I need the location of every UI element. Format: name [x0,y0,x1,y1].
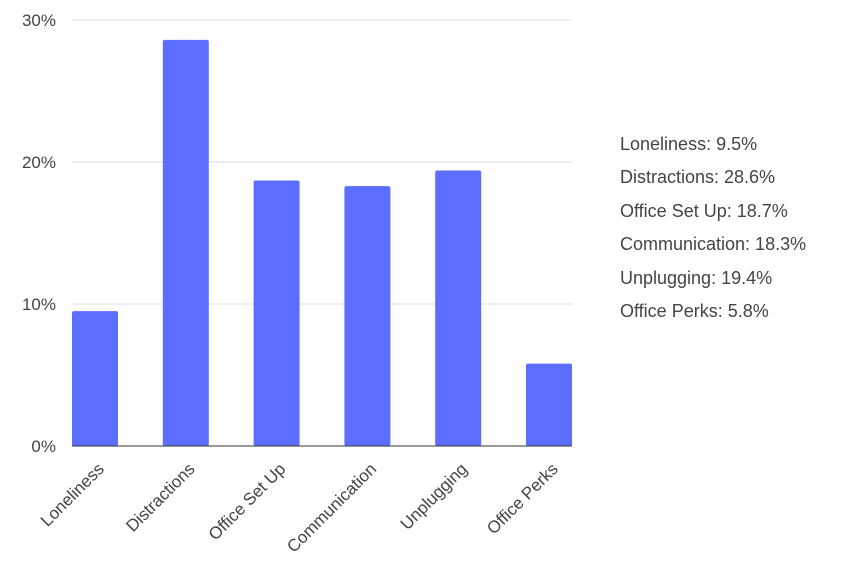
bar-distractions [162,39,209,446]
bar-chart: 0%10%20%30% Loneliness Distractions Office… [22,11,572,556]
y-tick-label: 0% [31,437,56,456]
legend-item-office-perks: Office Perks: 5.8% [620,300,769,321]
legend: Loneliness: 9.5% Distractions: 28.6% Off… [620,128,806,328]
legend-item-office-set-up: Office Set Up: 18.7% [620,200,788,221]
bars [72,39,572,446]
gridlines [72,19,572,305]
bar-loneliness [72,311,118,446]
bar-office-set-up [253,180,300,446]
legend-item-distractions: Distractions: 28.6% [620,167,776,188]
x-tick-label: Office Set Up [205,459,290,544]
x-tick-label: Office Perks [483,459,562,538]
y-tick-label: 20% [22,153,56,172]
legend-item-loneliness: Loneliness: 9.5% [620,134,758,154]
x-tick-label: Communication [283,459,380,556]
y-tick-label: 10% [22,295,56,314]
legend-item-unplugging: Unplugging: 19.4% [620,267,773,288]
legend-item-communication: Communication: 18.3% [620,234,807,255]
y-axis: 0% 10% 20% 30% [22,11,56,456]
y-tick-label: 30% [22,11,56,30]
bar-unplugging [435,170,482,446]
x-tick-label: Loneliness [37,459,108,530]
x-tick-label: Distractions [122,459,198,535]
bar-office-perks [526,363,572,446]
x-tick-label: Unplugging [397,459,471,533]
x-axis: Loneliness Distractions Office Set UpCommu… [37,459,562,556]
bar-communication [344,186,391,446]
